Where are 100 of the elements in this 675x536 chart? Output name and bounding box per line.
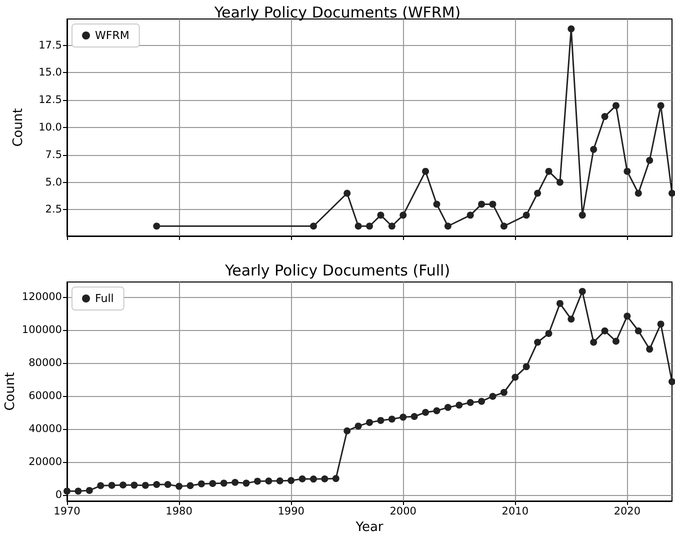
point [668,378,675,386]
y-tick-label: 2.5 [45,204,62,216]
point [545,330,552,337]
point [310,476,317,483]
y-axis-title: Count [3,372,18,411]
point [354,222,362,230]
point [332,475,340,482]
point [97,482,104,490]
x-tick-label: 1980 [166,506,192,518]
point [489,200,496,208]
point [568,316,575,323]
x-tick-label: 1990 [278,506,304,518]
point [120,481,127,488]
point [634,327,642,334]
point [377,212,384,219]
point [164,481,172,488]
point [254,478,261,485]
y-tick-label: 120000 [22,291,62,304]
legend-label: Full [95,292,114,305]
y-tick-label: 80000 [28,357,62,370]
y-tick-label: 100000 [22,324,62,336]
point [310,222,317,230]
point [657,102,664,110]
point [556,178,564,186]
y-tick-label: 5.0 [45,176,62,188]
point [466,398,474,406]
point [410,413,418,420]
point [500,388,508,396]
y-tick-label: 17.5 [38,39,62,52]
point [478,398,486,405]
point [668,190,675,197]
point [242,480,250,487]
point [366,222,373,230]
y-tick-label: 15.0 [38,66,62,79]
point [232,478,239,486]
point [344,190,351,197]
point [388,222,396,230]
y-tick-label: 20000 [28,456,62,468]
point [522,212,530,219]
point [108,482,116,489]
point [534,338,542,346]
point [601,113,608,120]
point [456,402,463,409]
y-tick-label: 7.5 [45,148,62,161]
point [130,482,138,489]
chart-title: Yearly Policy Documents (WFRM) [213,4,461,22]
y-tick-label: 12.5 [38,94,62,106]
point [466,212,474,219]
point [590,146,598,153]
point [512,374,519,381]
point [321,475,328,482]
point [578,212,586,219]
point [422,408,430,416]
y-tick-label: 40000 [28,423,62,436]
point [220,480,228,487]
point [86,486,93,494]
x-tick-label: 1970 [54,506,80,518]
point [366,418,373,426]
point [298,475,306,482]
point [400,212,407,219]
point [153,222,160,230]
point [186,482,194,490]
point [377,416,384,424]
legend-label: WFRM [95,29,130,42]
point [265,478,272,485]
point [142,482,149,489]
point [422,168,430,175]
point [624,168,631,175]
x-tick-label: 2010 [502,506,529,518]
point [534,190,542,197]
point [568,25,575,32]
point [489,392,496,400]
point [500,222,508,230]
point [545,168,552,175]
point [522,363,530,370]
point [176,482,183,490]
point [624,312,631,320]
point [74,488,82,495]
point [288,477,295,484]
point [634,190,642,197]
point [556,300,564,307]
point [64,488,70,495]
point [400,414,407,421]
x-axis-title: Year [354,520,384,535]
point [657,320,664,328]
point [209,480,216,488]
y-tick-label: 0 [55,489,62,502]
point [433,200,440,208]
point [601,327,608,334]
point [612,338,620,345]
point [388,416,396,423]
point [646,156,654,164]
point [433,407,440,414]
point [646,346,654,353]
x-tick-label: 2020 [614,506,641,518]
point [344,427,351,434]
point [578,288,586,295]
y-tick-label: 10.0 [38,122,62,134]
y-tick-label: 60000 [28,390,62,402]
point [444,404,452,411]
